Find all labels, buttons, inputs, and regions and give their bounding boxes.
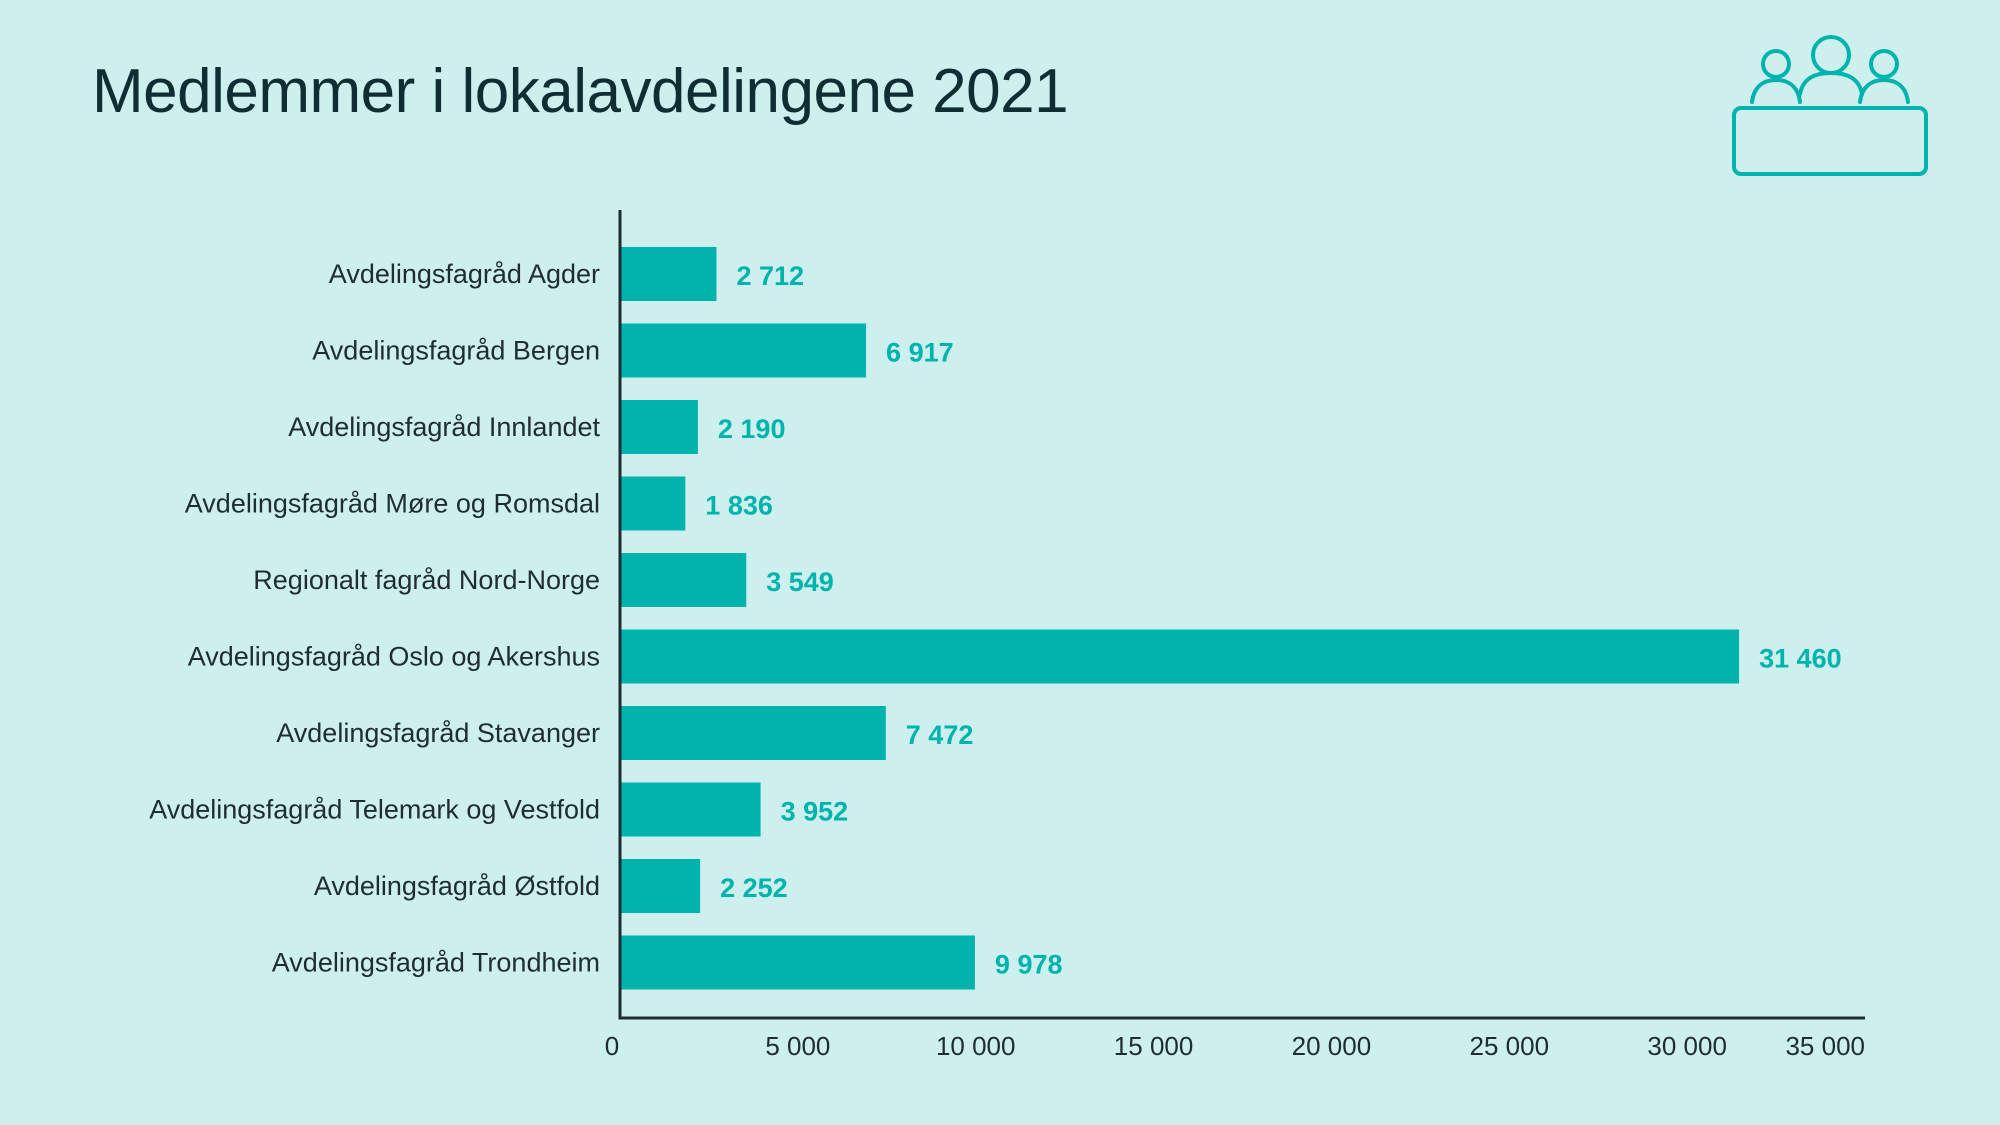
x-tick-label: 5 000 (765, 1031, 830, 1061)
bar-value-label: 2 252 (720, 873, 788, 903)
bar (620, 247, 717, 301)
x-tick-label: 15 000 (1114, 1031, 1194, 1061)
bar (620, 553, 747, 607)
category-label: Avdelingsfagråd Agder (329, 259, 600, 289)
x-tick-label: 25 000 (1470, 1031, 1550, 1061)
bar (620, 629, 1740, 684)
bar (620, 859, 701, 913)
bar-value-label: 2 712 (736, 261, 804, 291)
person-head-right (1869, 49, 1899, 79)
category-label: Avdelingsfagråd Innlandet (288, 412, 600, 442)
x-tick-label: 0 (605, 1031, 619, 1061)
bar-value-label: 1 836 (705, 491, 773, 521)
table-box (1732, 106, 1928, 176)
x-tick-label: 35 000 (1785, 1031, 1865, 1061)
x-tick-label: 10 000 (936, 1031, 1016, 1061)
x-tick-label: 30 000 (1647, 1031, 1727, 1061)
page-title: Medlemmer i lokalavdelingene 2021 (92, 57, 1069, 126)
bar-value-label: 2 190 (718, 414, 786, 444)
bar-value-label: 3 952 (781, 797, 849, 827)
person-head-left (1761, 49, 1791, 79)
category-label: Avdelingsfagråd Trondheim (272, 948, 600, 978)
person-body-right (1858, 78, 1910, 104)
category-label: Avdelingsfagråd Telemark og Vestfold (149, 795, 600, 825)
category-label: Avdelingsfagråd Bergen (312, 336, 600, 366)
bar-value-label: 6 917 (886, 338, 954, 368)
x-tick-label: 20 000 (1292, 1031, 1372, 1061)
bar (620, 706, 886, 760)
bar (620, 323, 867, 378)
bar-value-label: 9 978 (995, 950, 1063, 980)
category-label: Avdelingsfagråd Oslo og Akershus (188, 642, 600, 672)
bar-value-label: 31 460 (1759, 644, 1842, 674)
bar (620, 400, 698, 454)
category-label: Avdelingsfagråd Møre og Romsdal (185, 489, 600, 519)
person-body-center (1798, 71, 1864, 96)
bar-value-label: 3 549 (766, 567, 834, 597)
category-label: Avdelingsfagråd Østfold (314, 871, 600, 901)
category-label: Avdelingsfagråd Stavanger (276, 718, 600, 748)
person-body-left (1750, 78, 1802, 104)
category-label: Regionalt fagråd Nord-Norge (253, 565, 600, 595)
people-at-table-icon (1732, 35, 1928, 176)
bar (620, 935, 975, 990)
bar-value-label: 7 472 (906, 720, 974, 750)
bar (620, 782, 761, 837)
bar (620, 476, 686, 531)
